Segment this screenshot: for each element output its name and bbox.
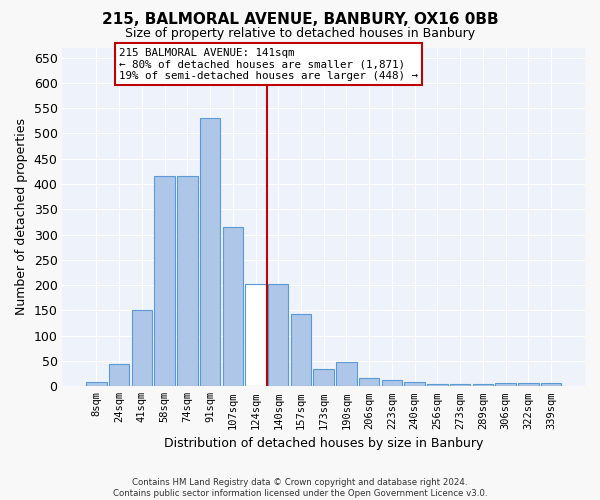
Bar [245,284,266,387]
Bar [473,384,493,386]
Text: Contains HM Land Registry data © Crown copyright and database right 2024.
Contai: Contains HM Land Registry data © Crown c… [113,478,487,498]
Bar [154,176,175,386]
Bar [268,284,289,387]
Y-axis label: Number of detached properties: Number of detached properties [15,118,28,316]
Bar [496,383,516,386]
X-axis label: Distribution of detached houses by size in Banbury: Distribution of detached houses by size … [164,437,484,450]
Bar [200,118,220,386]
Bar [359,378,379,386]
Text: 215, BALMORAL AVENUE, BANBURY, OX16 0BB: 215, BALMORAL AVENUE, BANBURY, OX16 0BB [101,12,499,28]
Bar [109,364,130,386]
Bar [313,368,334,386]
Bar [427,384,448,386]
Bar [291,314,311,386]
Bar [336,362,356,386]
Bar [450,384,470,386]
Bar [177,176,197,386]
Text: Size of property relative to detached houses in Banbury: Size of property relative to detached ho… [125,28,475,40]
Bar [541,383,561,386]
Bar [131,310,152,386]
Bar [382,380,402,386]
Bar [223,227,243,386]
Bar [518,383,539,386]
Bar [404,382,425,386]
Text: 215 BALMORAL AVENUE: 141sqm
← 80% of detached houses are smaller (1,871)
19% of : 215 BALMORAL AVENUE: 141sqm ← 80% of det… [119,48,418,81]
Bar [86,382,107,386]
